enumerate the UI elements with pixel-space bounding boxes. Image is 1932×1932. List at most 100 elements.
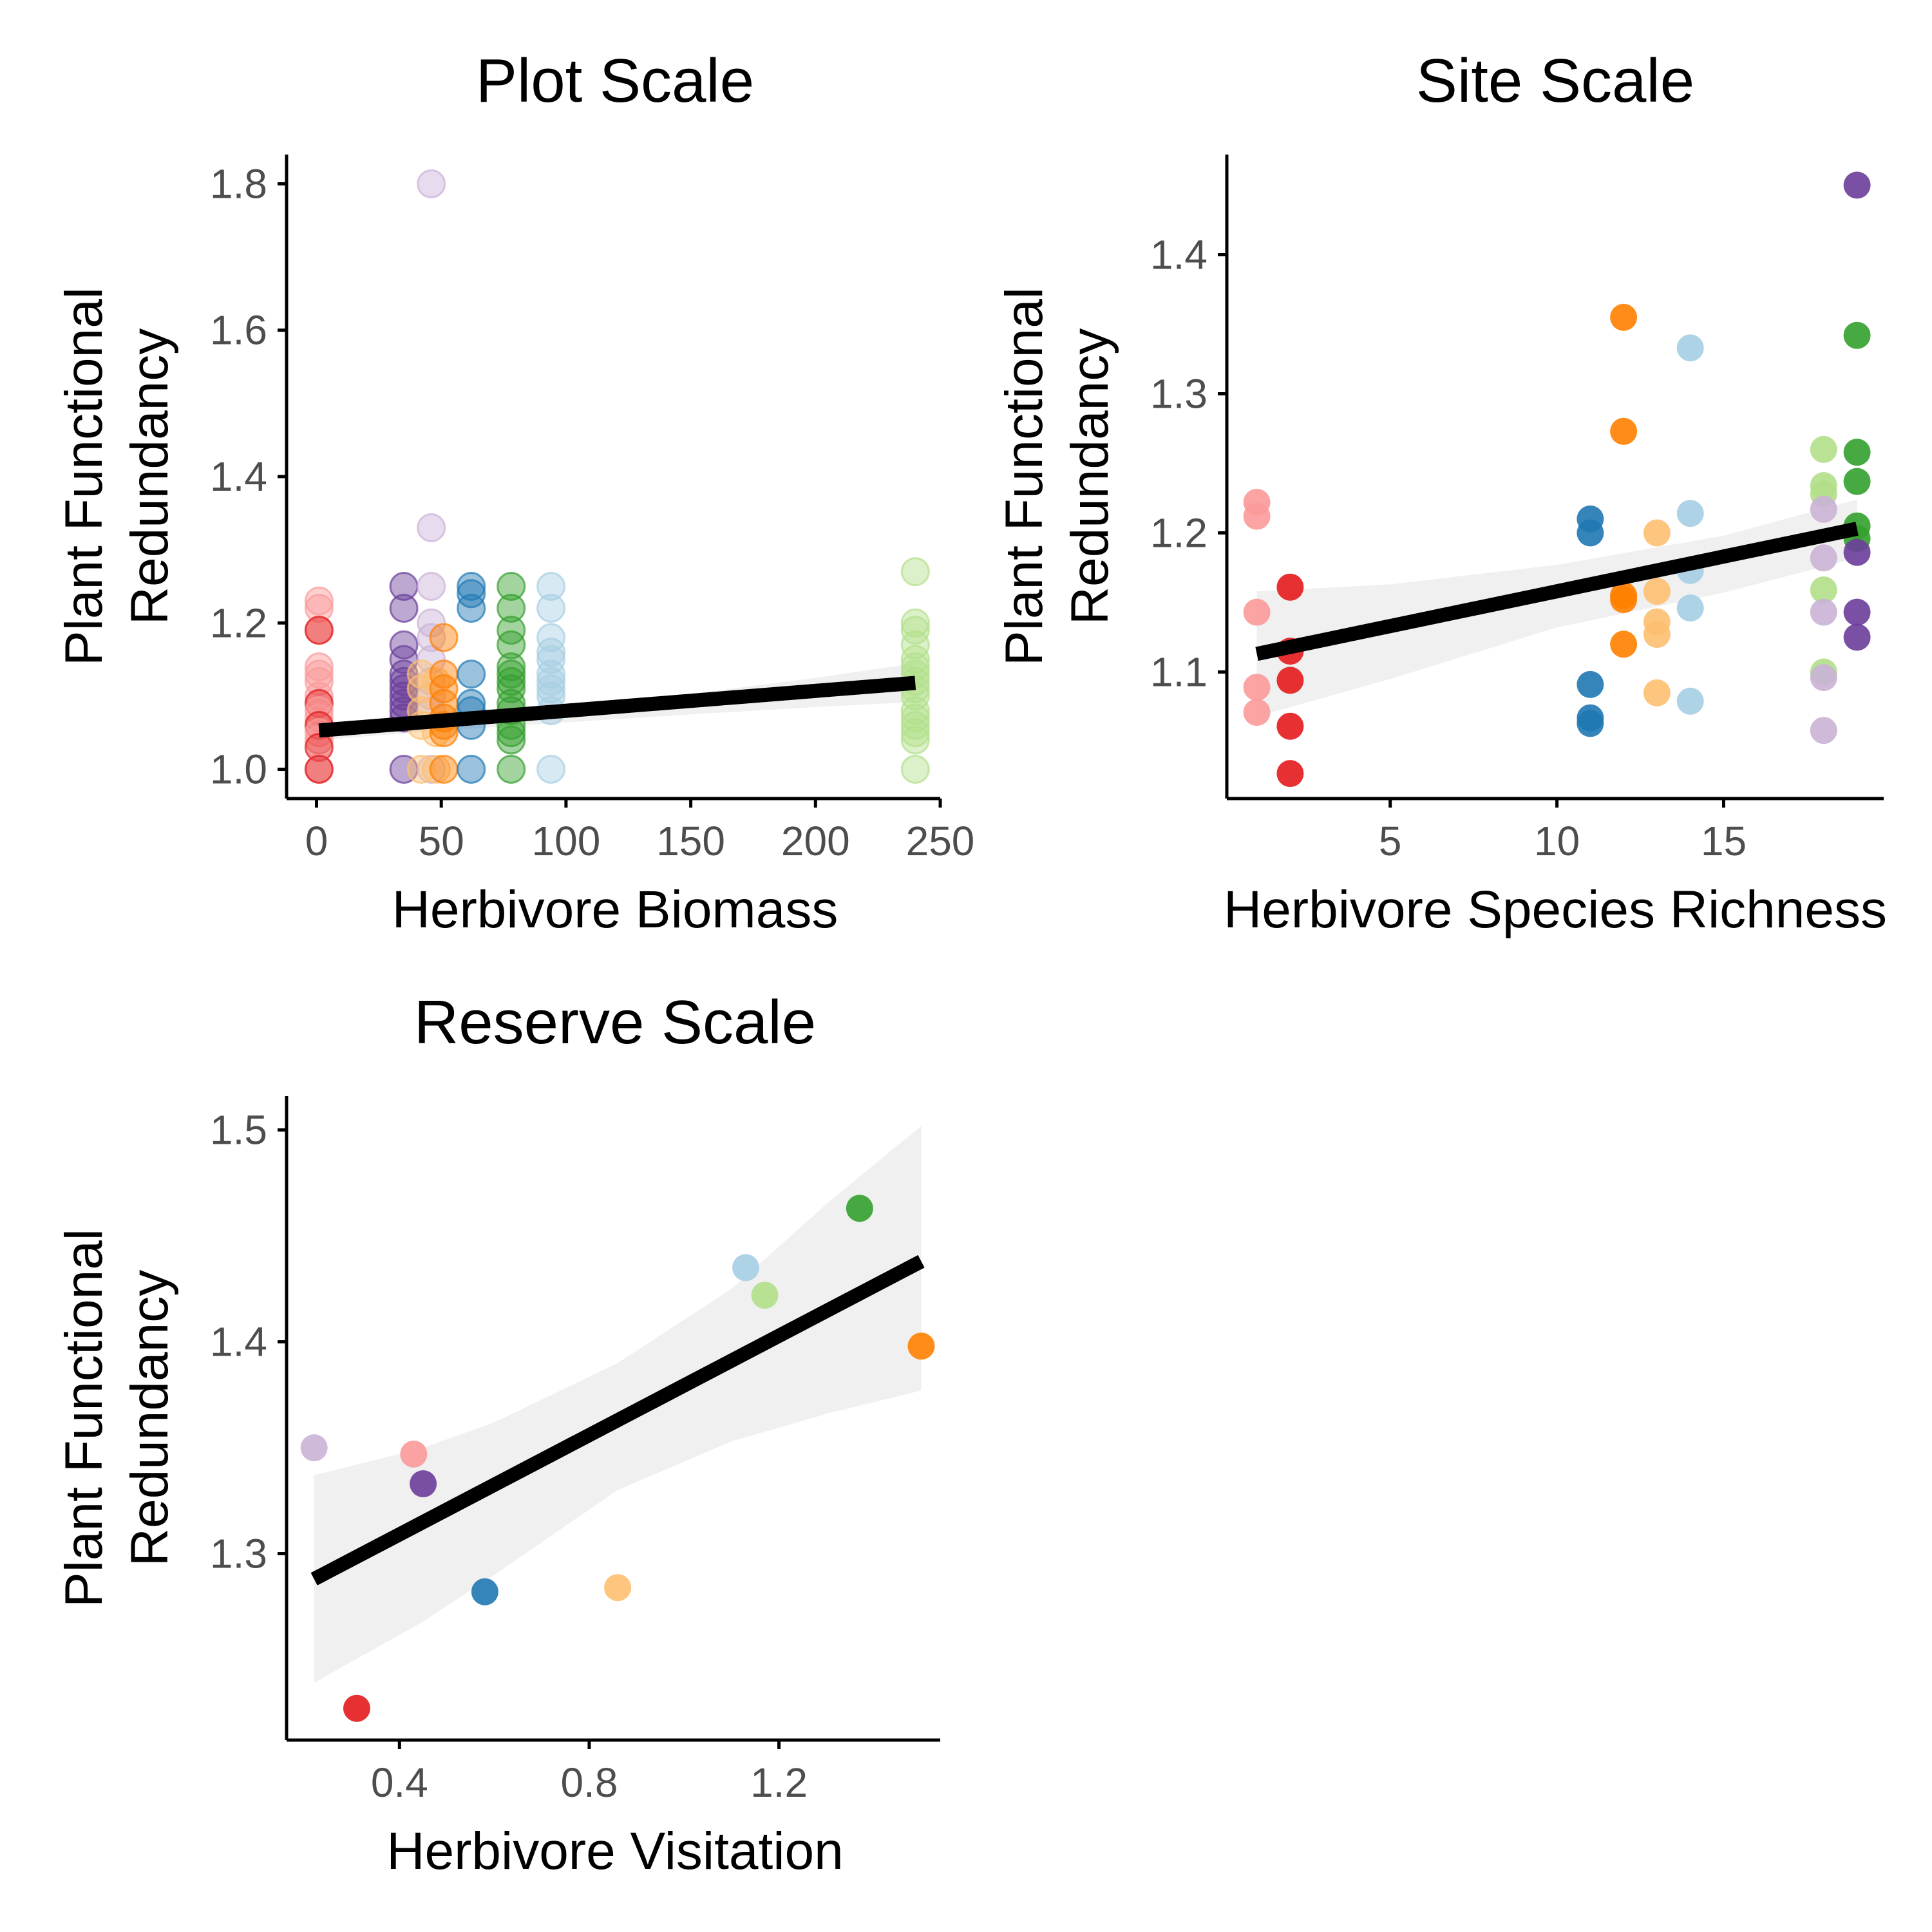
- data-point: [1810, 598, 1837, 626]
- x-tick-label: 0.4: [371, 1759, 428, 1806]
- data-point: [846, 1195, 873, 1222]
- data-point: [410, 1470, 437, 1497]
- data-point: [1276, 760, 1304, 788]
- data-point: [406, 674, 436, 703]
- data-point: [1843, 538, 1871, 566]
- data-point: [457, 755, 486, 784]
- y-tick-label: 1.6: [210, 307, 267, 354]
- data-point: [1843, 439, 1871, 466]
- data-point: [900, 710, 930, 740]
- data-point: [1643, 679, 1671, 706]
- data-point: [417, 645, 446, 674]
- data-point: [1643, 621, 1671, 649]
- data-point: [1676, 334, 1704, 362]
- data-point: [417, 572, 446, 601]
- data-point: [304, 688, 334, 718]
- data-point: [1610, 303, 1638, 331]
- data-point: [907, 1332, 935, 1360]
- data-point: [1276, 712, 1304, 740]
- data-point: [1577, 670, 1604, 698]
- data-point: [429, 674, 459, 703]
- data-point: [497, 630, 526, 659]
- data-point: [900, 630, 930, 659]
- data-point: [751, 1282, 779, 1309]
- data-point: [457, 579, 486, 609]
- x-tick-label: 10: [1534, 818, 1580, 864]
- y-tick-label: 1.2: [210, 600, 267, 646]
- x-tick-label: 100: [532, 818, 601, 864]
- data-point: [417, 169, 446, 198]
- data-point: [497, 667, 526, 696]
- data-point: [1810, 544, 1837, 572]
- data-point: [497, 674, 526, 703]
- data-point: [900, 608, 930, 638]
- y-tick-label: 1.4: [210, 1319, 267, 1365]
- data-point: [406, 659, 436, 689]
- data-point: [1843, 598, 1871, 626]
- data-point: [304, 616, 334, 645]
- data-point: [1610, 586, 1638, 614]
- data-point: [497, 594, 526, 623]
- x-tick-label: 5: [1379, 818, 1402, 864]
- y-tick-label: 1.1: [1150, 649, 1208, 695]
- data-point: [900, 755, 930, 784]
- x-tick-label: 0: [305, 818, 328, 864]
- data-point: [900, 616, 930, 645]
- data-point: [304, 733, 334, 762]
- data-point: [900, 645, 930, 674]
- data-point: [417, 608, 446, 638]
- data-point: [536, 674, 566, 703]
- data-point: [1810, 717, 1837, 744]
- data-point: [304, 681, 334, 711]
- data-point: [1276, 667, 1304, 694]
- data-point: [497, 725, 526, 755]
- data-point: [1577, 519, 1604, 547]
- data-point: [497, 572, 526, 601]
- data-point: [389, 630, 419, 659]
- regression-line: [318, 676, 916, 738]
- data-point: [536, 755, 566, 784]
- data-point: [457, 594, 486, 623]
- data-point: [536, 659, 566, 689]
- x-tick-label: 200: [781, 818, 850, 864]
- x-tick-label: 1.2: [750, 1759, 808, 1806]
- data-point: [400, 1440, 428, 1468]
- data-point: [900, 557, 930, 587]
- panel-reserve-scale: Reserve Scale Plant Functional Redundanc…: [55, 988, 940, 1880]
- data-point: [1676, 687, 1704, 715]
- panel-site-scale: Site Scale Plant Functional Redundancy H…: [995, 46, 1887, 939]
- x-tick-label: 150: [656, 818, 725, 864]
- data-point: [900, 725, 930, 755]
- data-point: [304, 755, 334, 784]
- data-point: [300, 1434, 328, 1462]
- panel-title: Reserve Scale: [414, 988, 816, 1057]
- regression-line: [310, 1255, 925, 1586]
- y-tick-label: 1.3: [210, 1531, 267, 1577]
- data-point: [1610, 417, 1638, 445]
- data-point: [497, 755, 526, 784]
- data-point: [1643, 519, 1671, 547]
- data-point: [536, 645, 566, 674]
- x-axis-label: Herbivore Biomass: [392, 880, 838, 939]
- data-point: [421, 755, 451, 784]
- data-point: [1577, 710, 1604, 737]
- y-axis-label-line-2: Redundancy: [120, 328, 179, 625]
- data-point: [389, 594, 419, 623]
- data-point: [900, 703, 930, 733]
- x-tick-label: 0.8: [560, 1759, 618, 1806]
- data-point: [304, 594, 334, 623]
- y-tick-label: 1.4: [210, 453, 267, 500]
- data-point: [1843, 321, 1871, 349]
- data-point: [732, 1254, 759, 1282]
- data-point: [343, 1694, 370, 1722]
- data-point: [1676, 594, 1704, 622]
- data-point: [1810, 435, 1837, 463]
- confidence-band: [314, 1126, 922, 1683]
- y-tick-label: 1.2: [1150, 509, 1208, 556]
- data-point: [604, 1574, 632, 1602]
- data-point: [304, 652, 334, 681]
- data-point: [429, 623, 459, 652]
- data-point: [1843, 468, 1871, 495]
- x-tick-label: 50: [419, 818, 464, 864]
